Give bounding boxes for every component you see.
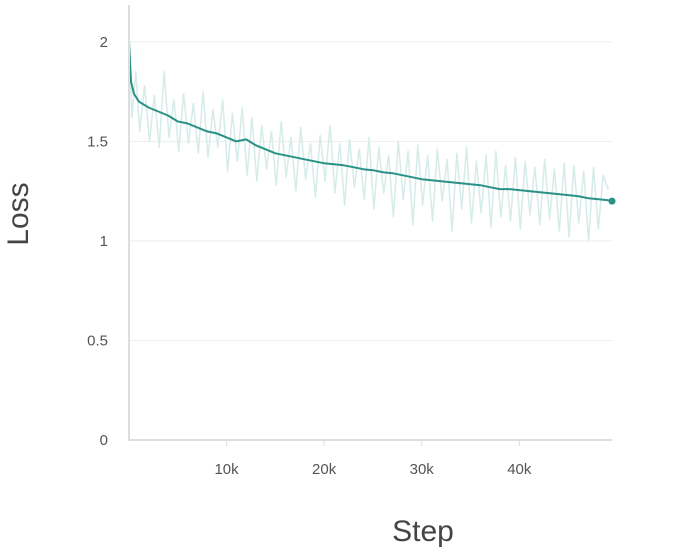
x-tick-label: 20k [312,461,337,478]
y-tick-label: 2 [100,34,108,51]
x-axis-title: Step [392,515,454,548]
axes-layer [128,5,612,441]
smoothed-series-layer [128,40,616,205]
y-tick-label: 0.5 [87,332,108,349]
x-tick-label: 30k [410,461,435,478]
smoothed-loss-line [128,40,613,203]
y-tick-label: 1 [100,233,108,250]
x-tick-label: 10k [214,461,239,478]
raw-loss-line [128,31,609,242]
grid-layer [129,41,612,341]
raw-series-layer [128,31,609,242]
last-point-marker [608,197,616,205]
y-tick-label: 1.5 [87,133,108,150]
tick-labels-layer: 0 0.5 1 1.5 2 10k 20k 30k 40k [87,34,532,478]
x-tick-label: 40k [507,461,532,478]
y-axis-title: Loss [2,182,35,245]
y-tick-label: 0 [100,432,108,449]
